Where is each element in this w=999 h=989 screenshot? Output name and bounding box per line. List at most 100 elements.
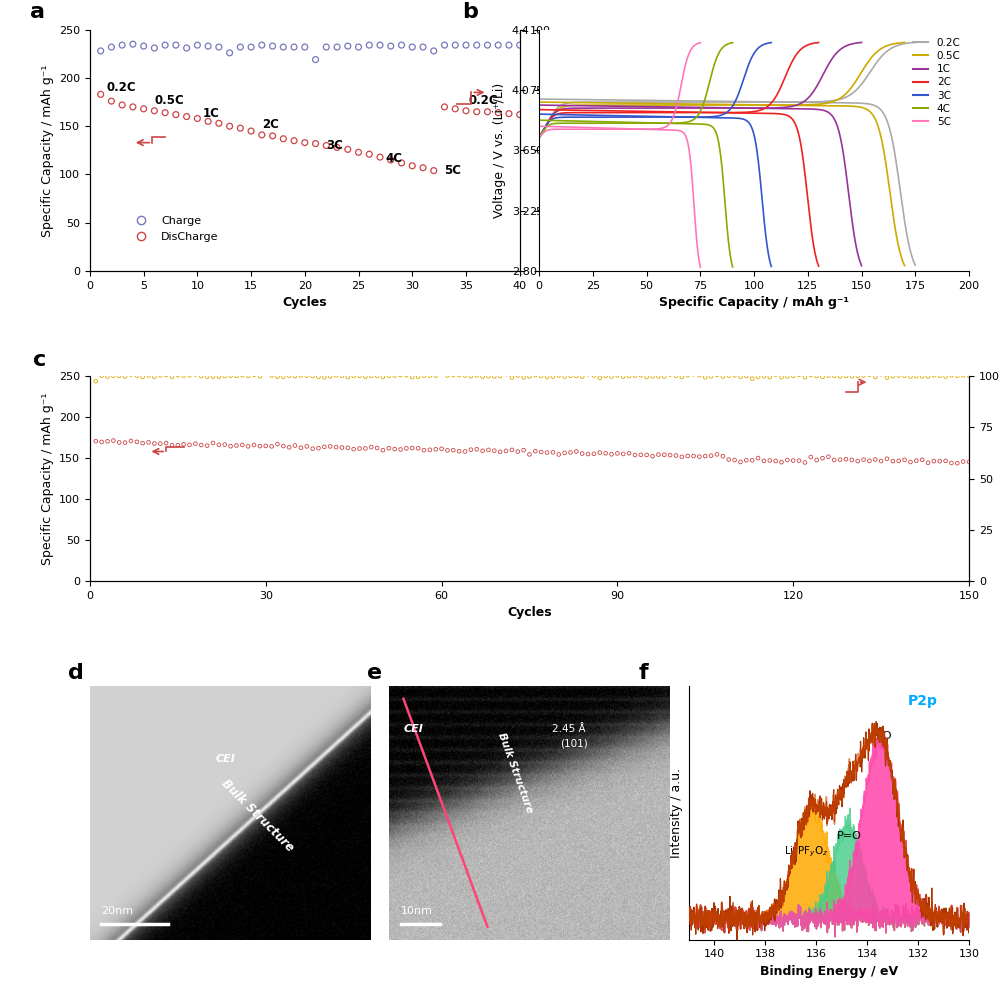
Point [164, 369, 180, 385]
Point [738, 368, 754, 384]
Point [446, 442, 462, 458]
Point [340, 39, 356, 54]
Point [440, 368, 456, 384]
Text: P=O: P=O [837, 831, 862, 842]
Point [229, 368, 245, 384]
Point [358, 440, 374, 456]
Point [428, 368, 444, 384]
Point [199, 438, 215, 454]
Point [125, 37, 141, 52]
Point [136, 101, 152, 117]
Point [844, 369, 860, 385]
Point [750, 450, 766, 466]
Point [416, 368, 432, 384]
Text: f: f [638, 663, 648, 682]
Point [503, 442, 519, 458]
Point [223, 368, 239, 384]
Point [638, 369, 654, 385]
X-axis label: Specific Capacity / mAh g⁻¹: Specific Capacity / mAh g⁻¹ [659, 297, 849, 310]
Point [732, 454, 748, 470]
Text: 1C: 1C [203, 107, 220, 120]
Y-axis label: Voltage / V vs. (Li⁺/Li): Voltage / V vs. (Li⁺/Li) [494, 83, 506, 218]
Point [448, 101, 464, 117]
Point [372, 149, 388, 165]
Point [440, 442, 456, 458]
Point [308, 51, 324, 67]
Point [767, 367, 783, 383]
Point [685, 448, 701, 464]
Point [240, 368, 256, 384]
Point [179, 109, 195, 125]
Point [914, 452, 930, 468]
Point [287, 368, 303, 384]
Point [190, 111, 206, 127]
Point [422, 442, 438, 458]
Point [803, 449, 819, 465]
Point [499, 443, 514, 459]
Point [383, 39, 399, 54]
Point [205, 369, 221, 385]
Point [521, 446, 537, 462]
Point [632, 447, 648, 463]
Point [568, 444, 584, 460]
Point [364, 439, 380, 455]
Point [469, 368, 485, 384]
Point [515, 442, 531, 458]
Point [896, 452, 912, 468]
Point [797, 455, 813, 471]
Point [104, 40, 120, 55]
Point [469, 441, 485, 457]
Point [147, 435, 163, 451]
Point [779, 452, 795, 468]
Point [955, 368, 971, 384]
Point [352, 441, 368, 457]
Point [297, 135, 313, 150]
Point [762, 369, 778, 385]
Point [452, 443, 468, 459]
Point [188, 436, 204, 452]
Point [480, 38, 496, 53]
Point [591, 445, 607, 461]
Text: (101): (101) [560, 739, 588, 749]
Y-axis label: Specific Capacity / mAh g⁻¹: Specific Capacity / mAh g⁻¹ [41, 64, 54, 236]
Point [738, 452, 754, 468]
Point [861, 453, 877, 469]
Point [405, 369, 421, 385]
Point [372, 38, 388, 53]
Text: Bulk Structure: Bulk Structure [219, 776, 297, 854]
Point [405, 158, 421, 174]
Point [170, 437, 186, 453]
Point [281, 368, 297, 384]
Point [697, 369, 713, 385]
Point [105, 432, 121, 448]
Text: P-O: P-O [873, 731, 892, 741]
Point [276, 369, 292, 385]
Point [94, 434, 110, 450]
Point [791, 367, 807, 383]
Point [568, 368, 584, 384]
Point [475, 443, 491, 459]
Point [908, 368, 924, 384]
Point [463, 442, 479, 458]
Point [340, 141, 356, 157]
Point [458, 103, 474, 119]
Point [481, 368, 497, 384]
Point [949, 455, 965, 471]
Text: a: a [30, 2, 45, 22]
Point [123, 367, 139, 383]
Point [405, 40, 421, 55]
Point [926, 453, 942, 469]
Point [844, 452, 860, 468]
Point [211, 369, 227, 385]
Point [364, 368, 380, 384]
Point [932, 368, 948, 384]
Legend: Charge, DisCharge: Charge, DisCharge [126, 212, 223, 246]
Point [308, 135, 324, 151]
Point [891, 453, 907, 469]
Point [726, 368, 742, 384]
Point [157, 38, 173, 53]
Point [265, 39, 281, 54]
Point [826, 368, 842, 384]
Point [709, 367, 725, 383]
Point [902, 454, 918, 470]
